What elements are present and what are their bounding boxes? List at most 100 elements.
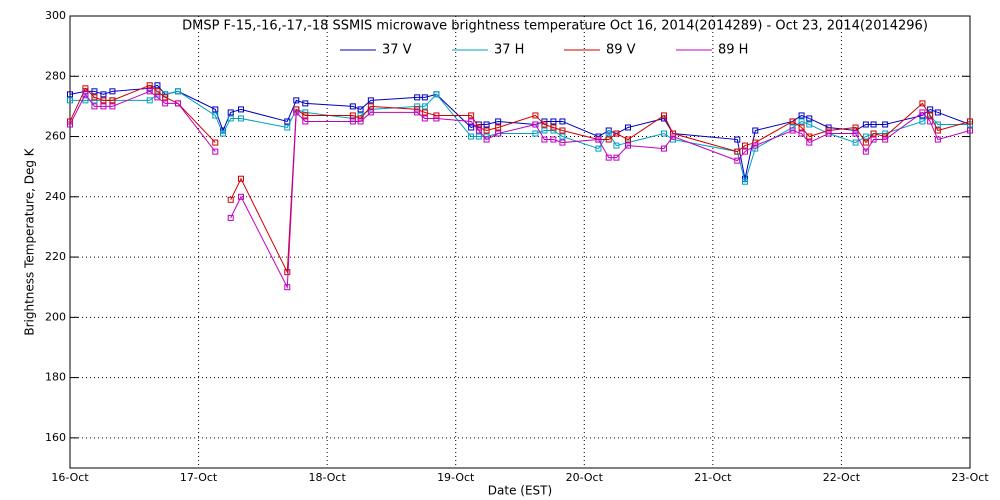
point-marker bbox=[798, 112, 805, 119]
point-marker bbox=[934, 136, 941, 143]
point-marker bbox=[806, 121, 813, 128]
point-marker bbox=[625, 124, 631, 131]
point-marker bbox=[293, 109, 300, 116]
point-marker bbox=[862, 133, 869, 140]
x-tick-label: 18-Oct bbox=[308, 471, 346, 484]
point-marker bbox=[483, 136, 490, 143]
point-marker bbox=[109, 97, 116, 104]
point-marker bbox=[613, 154, 620, 161]
point-marker bbox=[625, 136, 631, 143]
point-marker bbox=[532, 130, 539, 137]
point-marker bbox=[595, 136, 602, 143]
point-marker bbox=[349, 112, 356, 119]
point-marker bbox=[100, 97, 107, 104]
x-tick-label: 22-Oct bbox=[823, 471, 861, 484]
point-marker bbox=[825, 127, 832, 134]
point-marker bbox=[483, 121, 490, 128]
point-marker bbox=[870, 136, 877, 143]
point-marker bbox=[238, 193, 244, 200]
point-marker bbox=[798, 124, 805, 131]
point-marker bbox=[559, 127, 566, 134]
series-line bbox=[69, 84, 971, 179]
point-marker bbox=[67, 97, 73, 104]
point-marker bbox=[357, 118, 364, 125]
y-axis-label: Brightness Temperature, Deg K bbox=[23, 147, 37, 335]
x-tick-label: 16-Oct bbox=[51, 471, 89, 484]
y-tick-label: 280 bbox=[45, 69, 66, 82]
point-marker bbox=[495, 118, 502, 125]
point-marker bbox=[661, 145, 667, 152]
point-marker bbox=[175, 100, 181, 107]
point-marker bbox=[468, 112, 475, 119]
point-marker bbox=[882, 136, 889, 143]
point-marker bbox=[154, 88, 161, 95]
y-tick-label: 300 bbox=[45, 9, 66, 22]
point-marker bbox=[661, 112, 667, 119]
x-tick-label: 21-Oct bbox=[694, 471, 732, 484]
point-marker bbox=[146, 97, 153, 104]
point-marker bbox=[227, 214, 234, 221]
point-marker bbox=[468, 124, 475, 131]
point-marker bbox=[559, 118, 566, 125]
y-tick-label: 240 bbox=[45, 190, 66, 203]
point-marker bbox=[798, 130, 805, 137]
point-marker bbox=[100, 103, 107, 110]
point-marker bbox=[91, 88, 98, 95]
legend-label: 37 V bbox=[382, 43, 412, 58]
point-marker bbox=[625, 142, 631, 149]
point-marker bbox=[734, 136, 741, 143]
point-marker bbox=[67, 121, 73, 128]
point-marker bbox=[752, 142, 759, 149]
point-marker bbox=[742, 148, 748, 155]
point-marker bbox=[82, 85, 89, 92]
point-marker bbox=[870, 130, 877, 137]
point-marker bbox=[862, 121, 869, 128]
point-marker bbox=[421, 115, 428, 122]
point-marker bbox=[91, 103, 98, 110]
point-marker bbox=[919, 118, 926, 125]
point-marker bbox=[414, 109, 421, 116]
point-marker bbox=[433, 112, 440, 119]
point-marker bbox=[227, 109, 234, 116]
point-marker bbox=[798, 118, 805, 125]
point-marker bbox=[550, 118, 557, 125]
point-marker bbox=[825, 130, 832, 137]
point-marker bbox=[284, 124, 291, 131]
point-marker bbox=[742, 142, 748, 149]
y-tick-label: 200 bbox=[45, 310, 66, 323]
point-marker bbox=[154, 82, 161, 89]
point-marker bbox=[238, 106, 244, 113]
point-marker bbox=[433, 115, 440, 122]
point-marker bbox=[882, 121, 889, 128]
point-marker bbox=[367, 103, 374, 110]
point-marker bbox=[550, 136, 557, 143]
point-marker bbox=[934, 121, 941, 128]
point-marker bbox=[541, 136, 548, 143]
point-marker bbox=[212, 139, 219, 146]
point-marker bbox=[302, 100, 309, 107]
point-marker bbox=[175, 88, 181, 95]
point-marker bbox=[734, 157, 741, 164]
point-marker bbox=[919, 109, 926, 116]
point-marker bbox=[293, 97, 300, 104]
legend-label: 37 H bbox=[494, 43, 524, 58]
point-marker bbox=[284, 284, 291, 291]
point-marker bbox=[541, 127, 548, 134]
point-marker bbox=[825, 124, 832, 131]
point-marker bbox=[100, 91, 107, 98]
legend-label: 89 V bbox=[606, 43, 636, 58]
point-marker bbox=[212, 148, 219, 155]
point-marker bbox=[934, 127, 941, 134]
point-marker bbox=[927, 112, 934, 119]
point-marker bbox=[532, 121, 539, 128]
point-marker bbox=[806, 115, 813, 122]
point-marker bbox=[367, 109, 374, 116]
chart-title: DMSP F-15,-16,-17,-18 SSMIS microwave br… bbox=[182, 19, 928, 34]
point-marker bbox=[483, 127, 490, 134]
point-marker bbox=[862, 148, 869, 155]
point-marker bbox=[852, 139, 859, 146]
point-marker bbox=[414, 103, 421, 110]
legend-label: 89 H bbox=[718, 43, 748, 58]
